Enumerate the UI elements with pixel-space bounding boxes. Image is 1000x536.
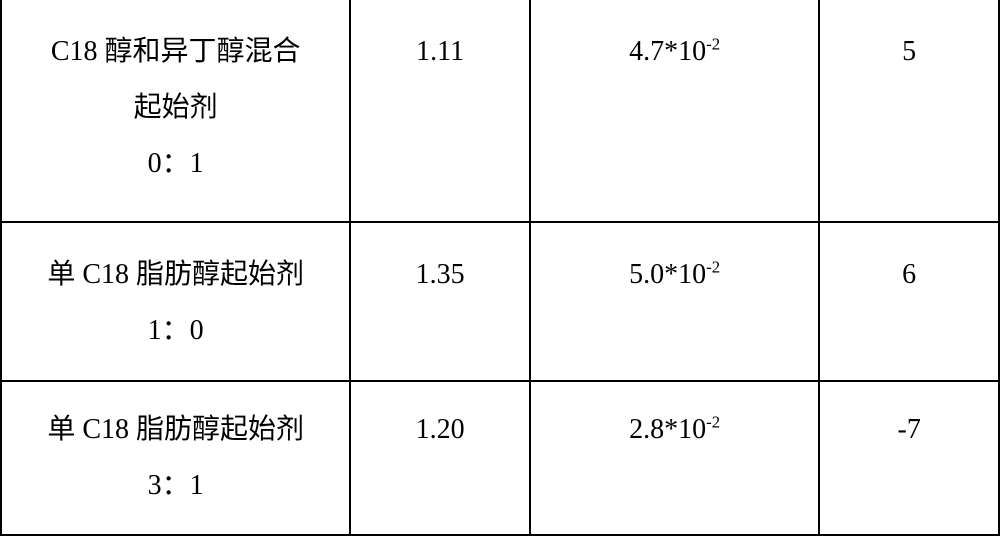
desc-line: 单 C18 脂肪醇起始剂 — [3, 402, 348, 458]
desc-line: 1：0 — [3, 303, 348, 359]
cell-desc: 单 C18 脂肪醇起始剂 1：0 — [1, 222, 350, 381]
val2-base: 5.0*10 — [629, 259, 706, 290]
table-row: 单 C18 脂肪醇起始剂 1：0 1.35 5.0*10-2 6 — [1, 222, 999, 381]
cell-desc: C18 醇和异丁醇混合 起始剂 0：1 — [1, 0, 350, 222]
cell-desc: 单 C18 脂肪醇起始剂 3：1 — [1, 381, 350, 535]
val2-base: 2.8*10 — [629, 414, 706, 445]
desc-line: 单 C18 脂肪醇起始剂 — [3, 247, 348, 303]
data-table-wrap: C18 醇和异丁醇混合 起始剂 0：1 1.11 4.7*10-2 5 单 C1… — [0, 0, 1000, 536]
cell-val2: 4.7*10-2 — [530, 0, 819, 222]
cell-val1: 1.20 — [350, 381, 530, 535]
cell-val1: 1.11 — [350, 0, 530, 222]
cell-val1: 1.35 — [350, 222, 530, 381]
desc-line: 0：1 — [3, 136, 348, 192]
table-row: 单 C18 脂肪醇起始剂 3：1 1.20 2.8*10-2 -7 — [1, 381, 999, 535]
cell-val2: 2.8*10-2 — [530, 381, 819, 535]
cell-val3: 5 — [819, 0, 999, 222]
val2-base: 4.7*10 — [629, 36, 706, 67]
desc-line: 3：1 — [3, 458, 348, 514]
val2-exp: -2 — [706, 257, 720, 276]
val2-exp: -2 — [706, 35, 720, 54]
cell-val3: 6 — [819, 222, 999, 381]
data-table: C18 醇和异丁醇混合 起始剂 0：1 1.11 4.7*10-2 5 单 C1… — [0, 0, 1000, 536]
cell-val2: 5.0*10-2 — [530, 222, 819, 381]
desc-line: C18 醇和异丁醇混合 — [3, 24, 348, 80]
cell-val3: -7 — [819, 381, 999, 535]
table-row: C18 醇和异丁醇混合 起始剂 0：1 1.11 4.7*10-2 5 — [1, 0, 999, 222]
desc-line: 起始剂 — [3, 80, 348, 136]
val2-exp: -2 — [706, 412, 720, 431]
